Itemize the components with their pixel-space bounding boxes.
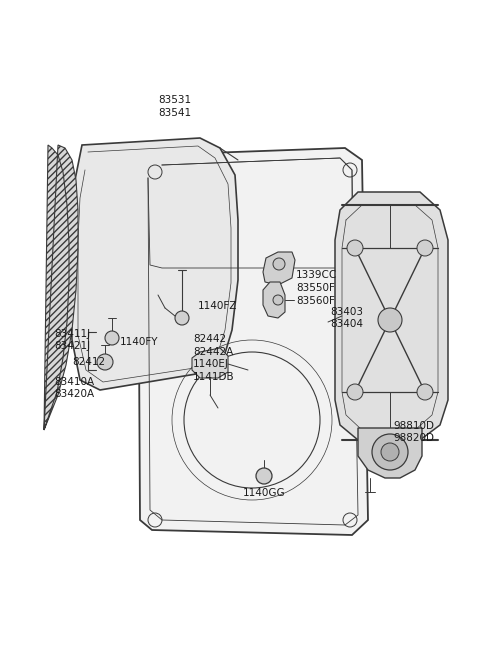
Polygon shape xyxy=(192,348,228,378)
Polygon shape xyxy=(138,148,368,535)
Polygon shape xyxy=(263,252,295,285)
Circle shape xyxy=(347,384,363,400)
Circle shape xyxy=(105,331,119,345)
Text: 1339CC
83550F
83560F: 1339CC 83550F 83560F xyxy=(296,270,337,306)
Text: 82412: 82412 xyxy=(72,357,105,367)
Circle shape xyxy=(417,240,433,256)
Circle shape xyxy=(347,240,363,256)
Polygon shape xyxy=(335,192,448,440)
Polygon shape xyxy=(44,145,78,430)
Text: 98810D
98820D: 98810D 98820D xyxy=(393,420,434,443)
Circle shape xyxy=(175,311,189,325)
Circle shape xyxy=(417,384,433,400)
Circle shape xyxy=(273,295,283,305)
Polygon shape xyxy=(358,428,422,478)
Polygon shape xyxy=(263,282,285,318)
Text: 83403
83404: 83403 83404 xyxy=(330,307,363,329)
Circle shape xyxy=(378,308,402,332)
Circle shape xyxy=(372,434,408,470)
Text: 82442
82442A
1140EJ
1141DB: 82442 82442A 1140EJ 1141DB xyxy=(193,334,235,382)
Polygon shape xyxy=(70,138,238,390)
Text: 83531
83541: 83531 83541 xyxy=(158,95,192,118)
Circle shape xyxy=(381,443,399,461)
Text: 83411J
83421J: 83411J 83421J xyxy=(54,328,90,351)
Circle shape xyxy=(256,468,272,484)
Text: 1140FZ: 1140FZ xyxy=(198,301,238,311)
Text: 83410A
83420A: 83410A 83420A xyxy=(54,376,94,399)
Circle shape xyxy=(273,258,285,270)
Text: 1140FY: 1140FY xyxy=(120,337,158,347)
Text: 1140GG: 1140GG xyxy=(243,488,285,498)
Circle shape xyxy=(97,354,113,370)
